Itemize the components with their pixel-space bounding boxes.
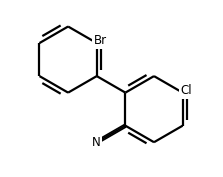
Text: N: N [92, 136, 101, 149]
Text: Cl: Cl [180, 84, 192, 97]
Text: Br: Br [94, 35, 107, 47]
